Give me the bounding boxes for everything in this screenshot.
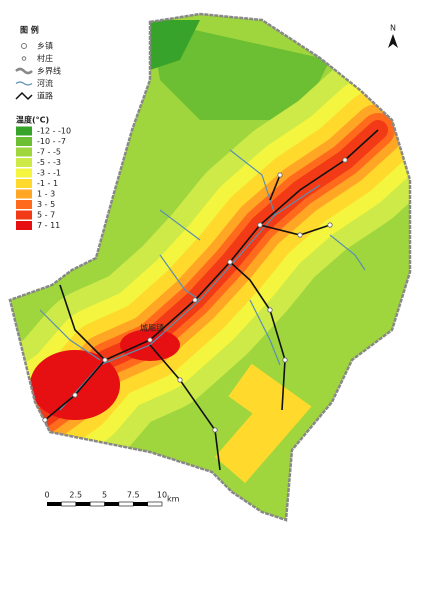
legend-label: -1 - 1	[37, 179, 58, 188]
north-arrow	[388, 34, 398, 48]
north-label: N	[390, 24, 396, 33]
legend-label: 1 - 3	[37, 190, 55, 199]
legend-symbol	[21, 56, 27, 61]
legend-swatch	[16, 210, 32, 220]
temperature-legend: -12 - -10-10 - -7 -7 - -5-5 - -3 -3 - -1-1…	[16, 126, 71, 230]
legend-swatch	[16, 137, 32, 146]
place-dot	[297, 232, 303, 238]
place-dot	[147, 337, 153, 343]
scale-segment	[118, 501, 134, 507]
scale-segment	[61, 501, 77, 507]
place-dot	[277, 172, 283, 178]
place-dot	[42, 417, 48, 423]
scale-label: 2.5	[69, 491, 82, 500]
rivers	[39, 149, 366, 411]
legend-swatch	[16, 126, 32, 136]
scale-label: 7.5	[127, 491, 140, 500]
legend-label: -12 - -10	[37, 127, 71, 136]
legend-label: -5 - -3	[37, 158, 61, 167]
legend-symbol	[15, 67, 33, 75]
temperature-legend-title: 温度(°C)	[16, 115, 49, 125]
scale-segment	[104, 502, 119, 506]
legend-title: 图 例	[20, 25, 39, 35]
scale-label: 5	[102, 491, 107, 500]
scale-segment	[133, 502, 148, 506]
legend-label: -3 - -1	[37, 169, 61, 178]
scale-unit: km	[167, 495, 180, 504]
scale-segment	[147, 501, 163, 507]
scale-segment	[75, 502, 91, 506]
place-dot	[327, 222, 333, 228]
raster-zone	[140, 20, 200, 70]
legend-label: 乡界线	[37, 66, 61, 76]
legend-label: 5 - 7	[37, 211, 55, 220]
place-dot	[212, 427, 218, 433]
scale-label: 10	[157, 491, 167, 500]
place-dot	[282, 357, 288, 363]
legend-swatch	[16, 200, 32, 209]
legend-label: 3 - 5	[37, 200, 55, 209]
place-dot	[267, 307, 273, 313]
place-dot	[257, 222, 263, 228]
raster-zone	[150, 20, 330, 120]
place-dot	[177, 377, 183, 383]
place-dot	[72, 392, 78, 398]
legend-label: 河流	[37, 78, 53, 88]
scale-segment	[89, 501, 105, 507]
legend-label: 7 - 11	[37, 221, 60, 230]
legend-swatch	[16, 221, 32, 230]
legend-swatch	[16, 147, 32, 157]
legend-symbol	[15, 91, 33, 101]
places	[42, 157, 348, 433]
scale-segment	[47, 502, 62, 506]
place-dot	[102, 357, 108, 363]
legend-label: 村庄	[37, 53, 53, 63]
legend-swatch	[16, 179, 32, 188]
legend-swatch	[16, 158, 32, 167]
scale-label: 0	[44, 491, 49, 500]
place-dot	[342, 157, 348, 163]
place-dot	[192, 297, 198, 303]
legend-symbol	[21, 43, 27, 49]
legend-symbol	[15, 81, 33, 86]
place-dot	[227, 259, 233, 265]
legend-swatch	[16, 189, 32, 199]
legend-label: 乡镇	[37, 41, 53, 51]
legend-label: 道路	[37, 91, 53, 101]
legend-label: -10 - -7	[37, 137, 66, 146]
legend-swatch	[16, 168, 32, 178]
legend-label: -7 - -5	[37, 148, 61, 157]
place-label: 城厢镇	[140, 323, 164, 333]
scale-bar: 0 2.5 5 7.5 10 km	[44, 491, 180, 507]
